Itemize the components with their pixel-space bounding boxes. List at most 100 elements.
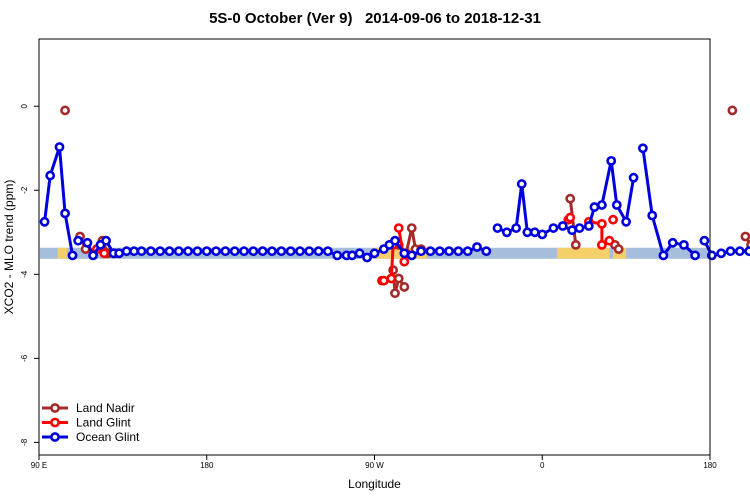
data-point (393, 223, 404, 233)
y-axis: 0 -2 -4 -6 -8 (20, 103, 39, 446)
data-point (537, 229, 548, 240)
data-point (434, 246, 445, 257)
legend-label: Ocean Glint (76, 430, 140, 444)
data-point (114, 248, 125, 259)
series-land-glint (91, 212, 618, 286)
data-point (492, 223, 503, 233)
data-point (444, 246, 454, 257)
data-point (73, 235, 84, 246)
data-point (99, 248, 110, 259)
data-point (285, 246, 296, 257)
data-point (647, 210, 658, 221)
series-line (568, 198, 578, 246)
data-point (201, 246, 212, 257)
data-point (390, 235, 400, 246)
data-point (82, 237, 93, 248)
data-point (501, 227, 512, 238)
y-tick-label: -2 (20, 186, 29, 194)
data-point (628, 172, 639, 183)
data-point (164, 246, 175, 257)
series-line (496, 159, 636, 236)
data-point (522, 227, 533, 238)
data-point (101, 235, 111, 246)
data-point (529, 227, 540, 238)
data-point (60, 105, 70, 116)
data-point (638, 143, 648, 154)
data-point (589, 202, 600, 212)
legend-label: Land Glint (76, 416, 131, 430)
data-point (220, 246, 231, 257)
data-point (596, 200, 607, 210)
data-point (323, 246, 333, 257)
data-point (145, 246, 156, 257)
data-point (390, 288, 400, 299)
data-point (725, 246, 736, 257)
data-point (453, 246, 464, 257)
data-point (332, 250, 343, 261)
data-point (608, 214, 618, 225)
data-point (716, 248, 727, 259)
y-tick-label: -6 (20, 354, 29, 362)
legend-item: Ocean Glint (42, 430, 140, 444)
data-point (304, 246, 315, 257)
data-point (362, 252, 372, 263)
data-point (690, 250, 700, 261)
data-point (399, 282, 410, 292)
y-tick-label: 0 (20, 103, 29, 108)
data-point (658, 250, 669, 261)
data-point (183, 246, 194, 257)
y-tick-label: -8 (20, 438, 29, 446)
data-point (416, 246, 426, 257)
series-land-nadir (60, 105, 750, 299)
data-point (67, 250, 78, 261)
data-point (267, 246, 277, 257)
data-point (173, 246, 184, 257)
legend-item: Land Glint (42, 416, 131, 430)
data-point (386, 273, 397, 284)
data-point (313, 246, 324, 257)
data-point (406, 223, 417, 233)
legend-marker (50, 432, 60, 442)
series-layer (39, 105, 750, 299)
x-axis-label: Longitude (348, 477, 401, 491)
data-point (604, 235, 615, 246)
data-point (347, 250, 358, 261)
data-point (699, 235, 710, 246)
data-point (744, 246, 750, 257)
series-ocean-glint (39, 142, 750, 263)
data-point (276, 246, 287, 257)
data-point (565, 212, 576, 223)
data-point (192, 246, 203, 257)
data-point (481, 246, 492, 257)
data-point (574, 223, 585, 233)
data-point (596, 218, 607, 229)
data-point (45, 170, 56, 181)
data-point (425, 246, 436, 257)
data-point (88, 250, 98, 261)
data-point (239, 246, 249, 257)
chart-title: 5S-0 October (Ver 9) 2014-09-06 to 2018-… (209, 10, 541, 27)
data-point (706, 250, 717, 261)
legend-item: Land Nadir (42, 401, 135, 415)
data-point (679, 239, 689, 250)
data-point (369, 248, 380, 259)
data-point (462, 246, 473, 257)
data-point (596, 239, 607, 250)
data-point (606, 155, 617, 166)
data-point (734, 246, 745, 257)
data-point (257, 246, 268, 257)
series-line (389, 244, 395, 279)
x-tick-label: 180 (703, 461, 717, 470)
data-point (354, 248, 365, 259)
series-line (641, 148, 697, 257)
x-tick-label: 90 W (365, 461, 384, 470)
data-point (621, 216, 632, 227)
data-point (121, 246, 132, 257)
data-point (211, 246, 221, 257)
data-point (548, 223, 559, 233)
data-point (516, 179, 527, 189)
data-point (155, 246, 166, 257)
data-point (583, 221, 594, 231)
